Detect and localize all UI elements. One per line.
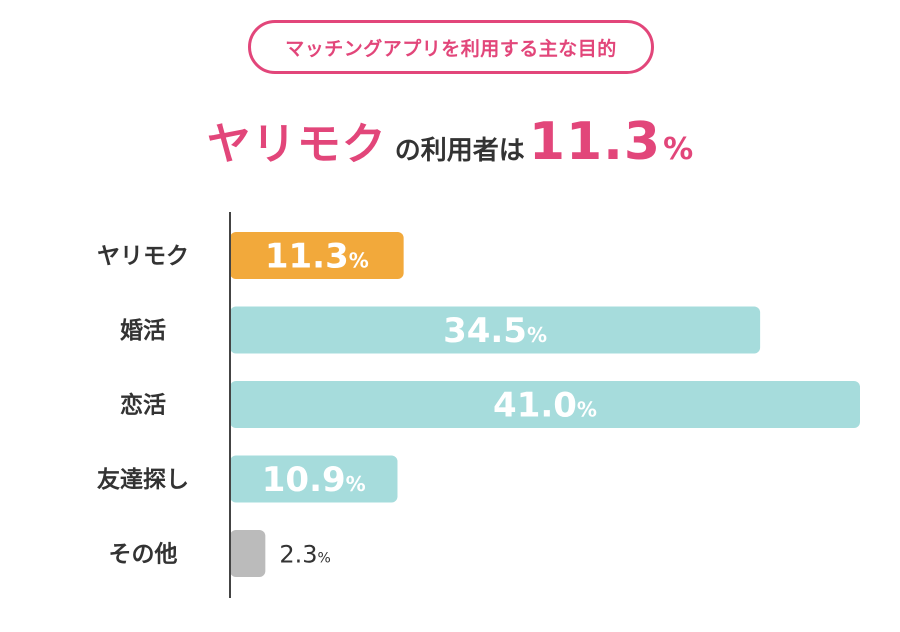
headline-unit: % [663, 132, 694, 167]
category-label: 婚活 [120, 317, 166, 344]
bar [230, 306, 761, 354]
data-label: 10.9% [262, 460, 366, 500]
data-label: 34.5% [443, 311, 547, 351]
data-label: 11.3% [265, 237, 369, 277]
headline-emphasis: ヤリモク [206, 119, 387, 170]
bar [230, 530, 266, 577]
category-label: 恋活 [120, 392, 166, 419]
headline-value: 11.3 [528, 112, 662, 172]
chart-subtitle-pill: マッチングアプリを利用する主な目的 [248, 20, 654, 74]
headline-middle: の利用者は [394, 136, 525, 166]
category-label: その他 [109, 542, 178, 568]
chart-headline: ヤリモク の利用者は 11.3 % [0, 108, 900, 188]
data-label: 41.0% [493, 386, 597, 426]
bar [230, 381, 860, 428]
category-label: ヤリモク [97, 244, 189, 270]
data-label: 2.3% [279, 541, 330, 569]
category-label: 友達探し [97, 466, 189, 493]
bar [230, 455, 398, 503]
bar [230, 232, 404, 279]
chart-subtitle-text: マッチングアプリを利用する主な目的 [285, 37, 617, 60]
